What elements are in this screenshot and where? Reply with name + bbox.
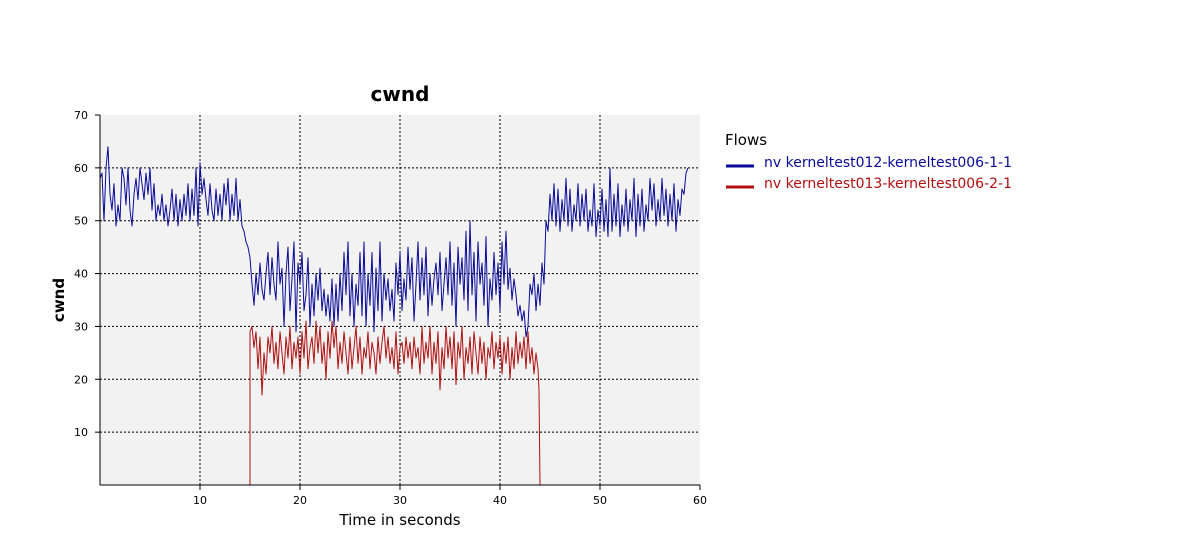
x-axis-label: Time in seconds — [338, 511, 460, 529]
x-tick-label: 60 — [693, 494, 707, 507]
y-tick-label: 20 — [74, 373, 88, 386]
chart-title: cwnd — [371, 82, 430, 106]
y-tick-label: 60 — [74, 162, 88, 175]
y-tick-label: 50 — [74, 215, 88, 228]
series-layer — [99, 146, 700, 486]
legend-label-1: nv kerneltest012-kerneltest006-1-1 — [764, 155, 1012, 171]
x-tick-label: 10 — [193, 494, 207, 507]
y-tick-label: 40 — [74, 268, 88, 281]
y-axis-label: cwnd — [50, 278, 68, 322]
x-tick-label: 20 — [293, 494, 307, 507]
legend-title: Flows — [725, 131, 767, 149]
x-tick-label: 50 — [593, 494, 607, 507]
legend-label-2: nv kerneltest013-kerneltest006-2-1 — [764, 176, 1012, 192]
y-tick-label: 70 — [74, 109, 88, 122]
legend: Flows nv kerneltest012-kerneltest006-1-1… — [725, 131, 1012, 192]
tick-labels: 10 20 30 40 50 60 10 20 30 40 50 60 70 — [74, 109, 707, 507]
axes — [95, 114, 701, 490]
series-line-2 — [100, 320, 700, 486]
x-tick-label: 30 — [393, 494, 407, 507]
y-tick-label: 10 — [74, 426, 88, 439]
y-tick-label: 30 — [74, 320, 88, 333]
x-tick-label: 40 — [493, 494, 507, 507]
series-line-1 — [99, 146, 689, 338]
